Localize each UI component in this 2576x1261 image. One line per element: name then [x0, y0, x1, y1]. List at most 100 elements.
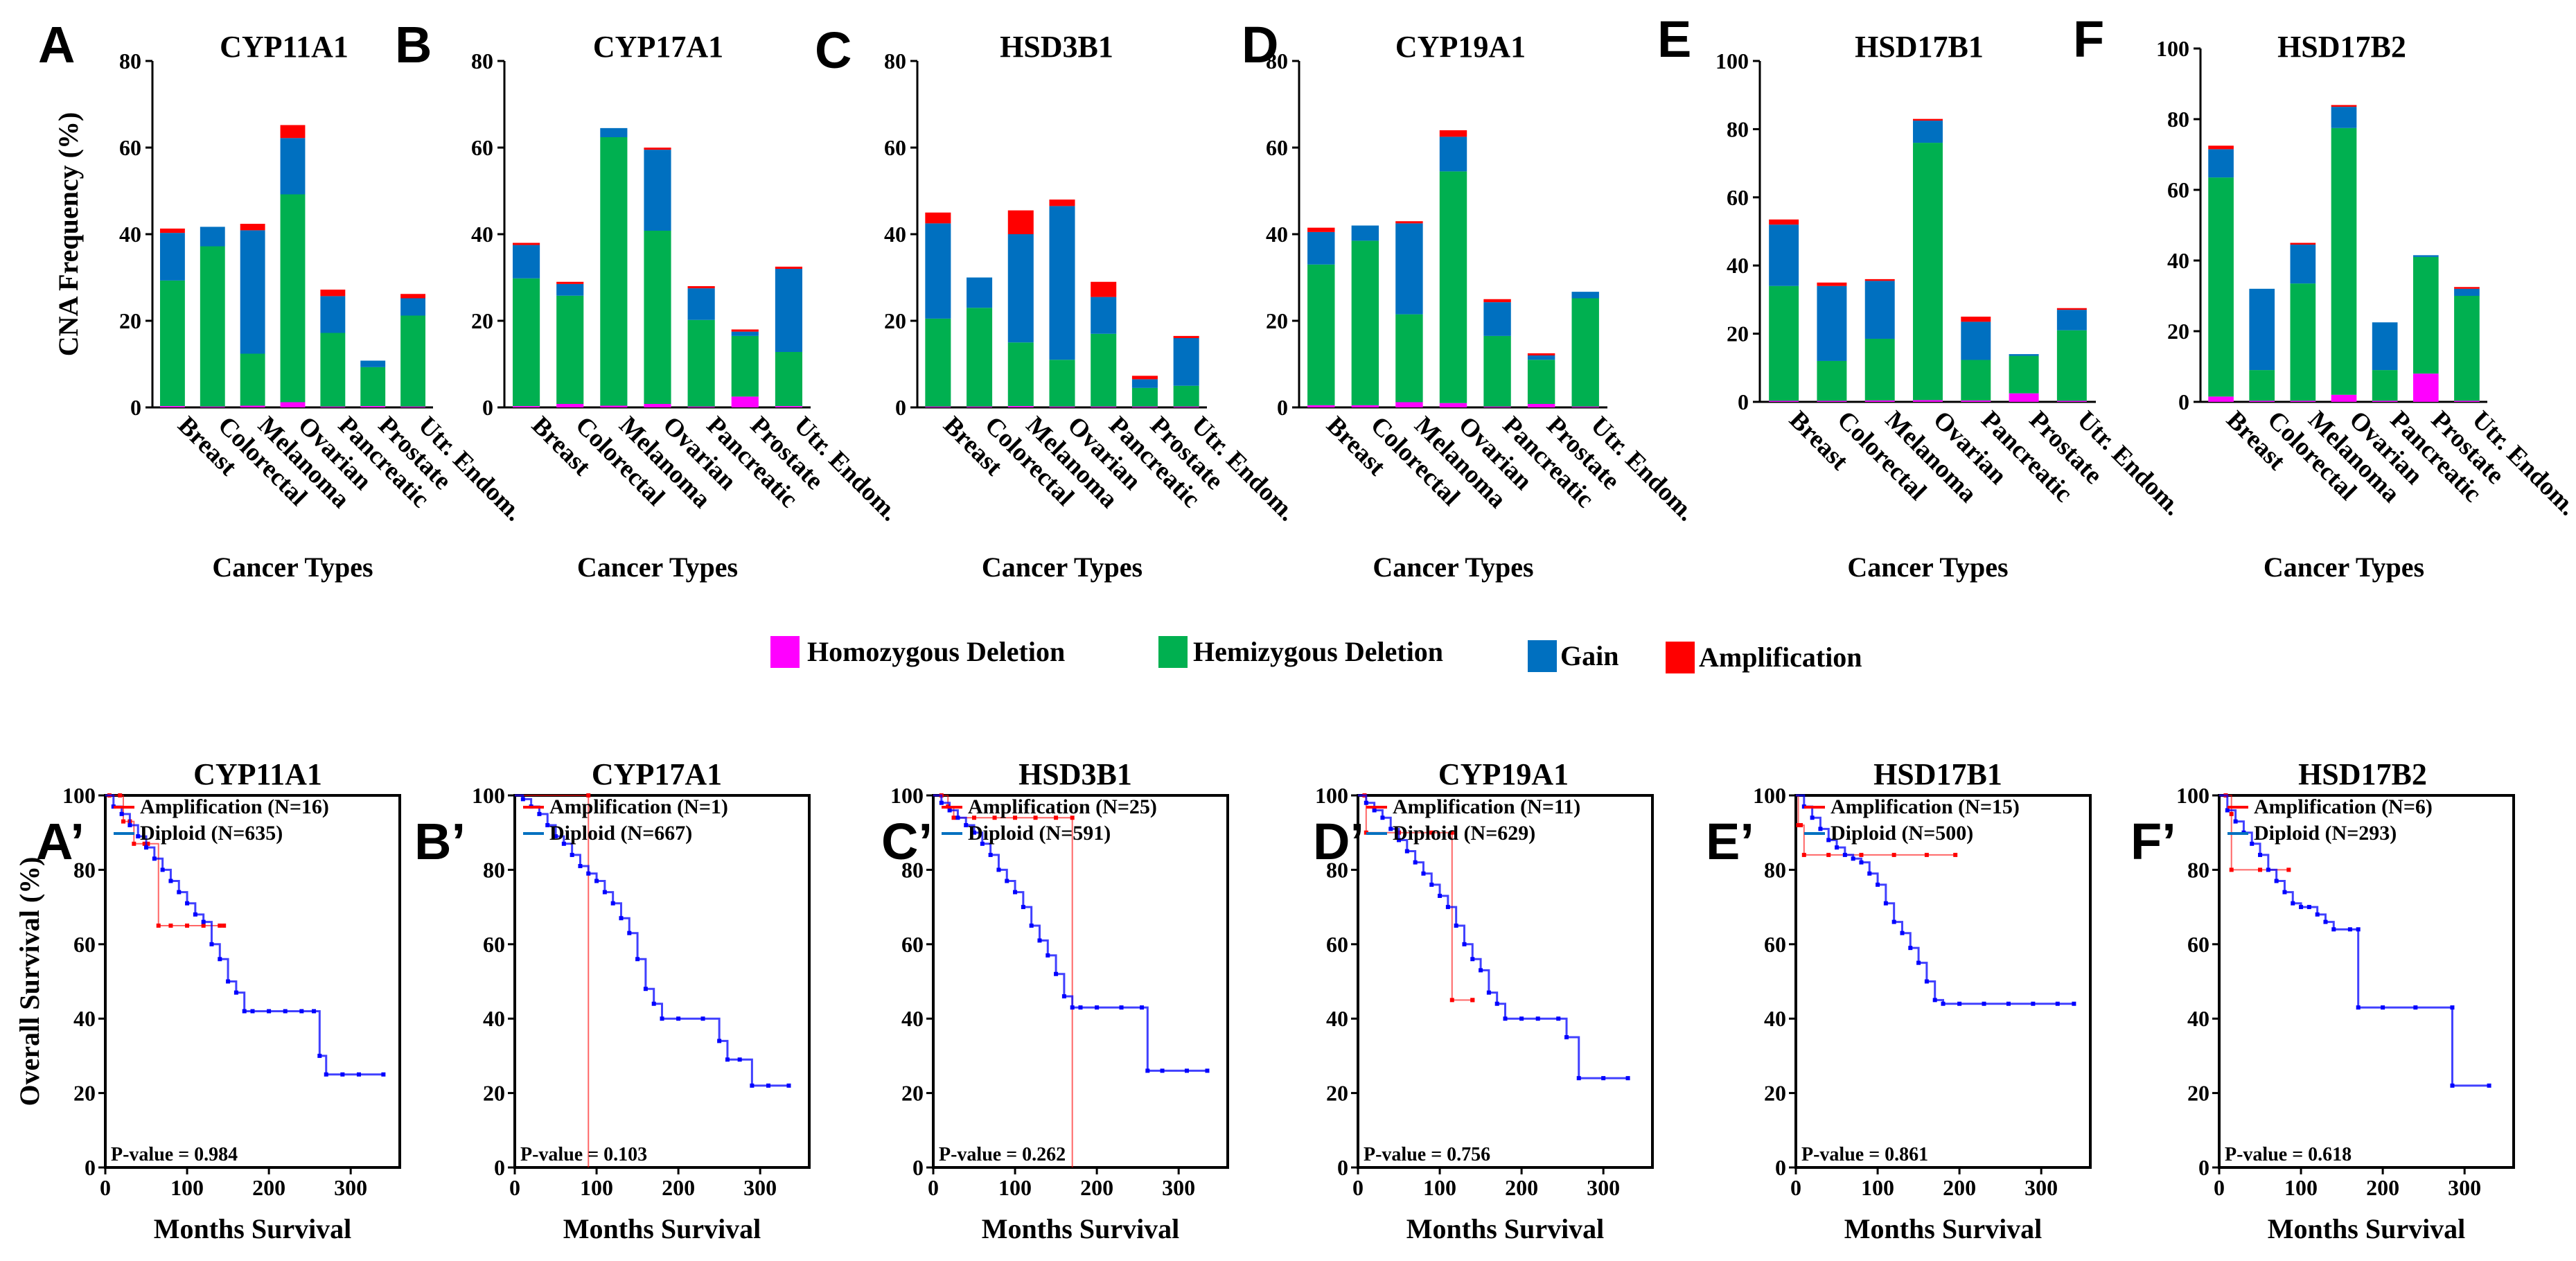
x-axis-label: Cancer Types [1373, 552, 1533, 583]
x-tick-label: 200 [1080, 1175, 1113, 1200]
bar-segment-gain [556, 283, 584, 296]
y-tick-label: 0 [1775, 1155, 1786, 1180]
censor-mark-diploid [2006, 1001, 2011, 1006]
censor-mark-amplification [1449, 830, 1454, 835]
y-tick-label: 20 [2167, 319, 2189, 344]
x-tick-label: 300 [1162, 1175, 1195, 1200]
censor-mark-diploid [2413, 1005, 2418, 1010]
bar-segment-gain [2249, 288, 2275, 371]
bar-segment-gain [967, 277, 993, 308]
bar-segment-homozygous-deletion [2056, 400, 2087, 402]
x-tick-label: 300 [2448, 1175, 2481, 1200]
x-tick-label: 0 [928, 1175, 939, 1200]
censor-mark-diploid [594, 879, 599, 883]
x-tick-label: 0 [1790, 1175, 1801, 1200]
bar-segment-hemizygous-deletion [731, 335, 759, 397]
plot-frame [2218, 794, 2515, 1169]
bar-segment-homozygous-deletion [1527, 404, 1555, 407]
y-tick-label: 40 [483, 1006, 505, 1031]
censor-mark-diploid [185, 901, 190, 906]
bar-segment-hemizygous-deletion [159, 280, 185, 407]
y-tick-label: 20 [901, 1081, 924, 1106]
y-tick-label: 100 [472, 783, 505, 808]
censor-mark-amplification [1429, 830, 1434, 835]
y-tick-label: 0 [85, 1155, 96, 1180]
km-chart-f: F’ HSD17B2 0 20 40 60 80 100 0 100 200 300 Amplifica… [2131, 757, 2515, 1244]
censor-mark-diploid [152, 856, 157, 861]
x-tick-label: 300 [1587, 1175, 1620, 1200]
censor-mark-diploid [356, 1072, 361, 1077]
bar-segment-amplification [1769, 219, 1799, 225]
censor-mark-diploid [1867, 871, 1872, 876]
bar-segment-gain [731, 331, 759, 336]
bar-segment-hemizygous-deletion [2412, 256, 2439, 374]
censor-mark-diploid [2331, 927, 2336, 932]
x-tick-label: 0 [2214, 1175, 2225, 1200]
legend-swatch-homozygous [770, 636, 800, 668]
y-tick-label: 80 [471, 48, 493, 73]
censor-mark-diploid [324, 1072, 328, 1077]
x-tick-label: 300 [2024, 1175, 2058, 1200]
bar-segment-homozygous-deletion [1817, 400, 1847, 402]
censor-mark-amplification [2286, 867, 2291, 872]
bar-segment-hemizygous-deletion [1351, 240, 1379, 405]
cna-chart-e: E HSD17B1020406080100BreastColorectalMela… [1657, 10, 2187, 583]
censor-mark-diploid [1070, 1005, 1075, 1010]
censor-mark-diploid [1421, 871, 1426, 876]
censor-mark-diploid [381, 1072, 386, 1077]
plot-frame [1794, 794, 2092, 1169]
censor-mark-amplification [2258, 867, 2263, 872]
legend-swatch-amplification [1666, 642, 1695, 673]
y-tick-label: 20 [1727, 321, 1749, 346]
y-tick-label: 60 [119, 135, 141, 160]
bar-segment-gain [1483, 302, 1511, 336]
bar-segment-amplification [2454, 287, 2480, 289]
censor-mark-amplification [972, 815, 977, 820]
cna-chart-a: A CYP11A1020406080BreastColorectalMelanom… [38, 16, 529, 583]
x-tick-label: 200 [1943, 1175, 1976, 1200]
y-tick-label: 0 [912, 1155, 924, 1180]
censor-mark-diploid [136, 834, 141, 839]
y-tick-label: 80 [1727, 116, 1749, 141]
bar-segment-amplification [159, 228, 185, 233]
y-tick-label: 60 [2187, 932, 2209, 957]
bar-segment-gain [600, 127, 628, 137]
censor-mark-diploid [2299, 905, 2304, 910]
bar-segment-hemizygous-deletion [1483, 335, 1511, 407]
censor-mark-diploid [1519, 1016, 1524, 1021]
bar-segment-hemizygous-deletion [600, 137, 628, 406]
x-axis-label: Months Survival [982, 1213, 1180, 1244]
panel-letter: F [2073, 10, 2104, 68]
bar-segment-gain [644, 150, 671, 231]
legend-swatch-hemizygous [1158, 636, 1188, 668]
x-tick-label: 100 [998, 1175, 1032, 1200]
bar-segment-homozygous-deletion [2009, 393, 2039, 402]
censor-mark-diploid [2356, 1005, 2361, 1010]
censor-mark-diploid [1932, 998, 1937, 1003]
censor-mark-diploid [1835, 845, 1840, 850]
y-tick-label: 20 [1326, 1081, 1348, 1106]
x-tick-label: 200 [2366, 1175, 2399, 1200]
x-axis-label: Months Survival [563, 1213, 761, 1244]
bar-segment-gain [400, 298, 426, 316]
censor-mark-diploid [1413, 860, 1418, 865]
censor-mark-amplification [218, 923, 222, 928]
censor-mark-amplification [222, 923, 227, 928]
censor-mark-diploid [996, 867, 1001, 872]
bar-segment-amplification [2056, 308, 2087, 310]
bar-segment-amplification [512, 242, 540, 245]
censor-mark-diploid [1900, 931, 1905, 935]
censor-mark-diploid [1486, 990, 1491, 995]
censor-mark-diploid [1564, 1035, 1569, 1040]
p-value-label: P-value = 0.756 [1364, 1144, 1490, 1165]
censor-mark-amplification [2229, 811, 2234, 816]
censor-mark-diploid [1470, 957, 1475, 962]
x-axis-label: Cancer Types [2264, 552, 2424, 583]
censor-mark-diploid [537, 811, 542, 816]
bar-segment-hemizygous-deletion [2454, 296, 2480, 401]
bar-segment-homozygous-deletion [600, 405, 628, 407]
y-tick-label: 0 [494, 1155, 505, 1180]
bar-segment-homozygous-deletion [1439, 403, 1467, 407]
bar-segment-hemizygous-deletion [1307, 264, 1335, 405]
